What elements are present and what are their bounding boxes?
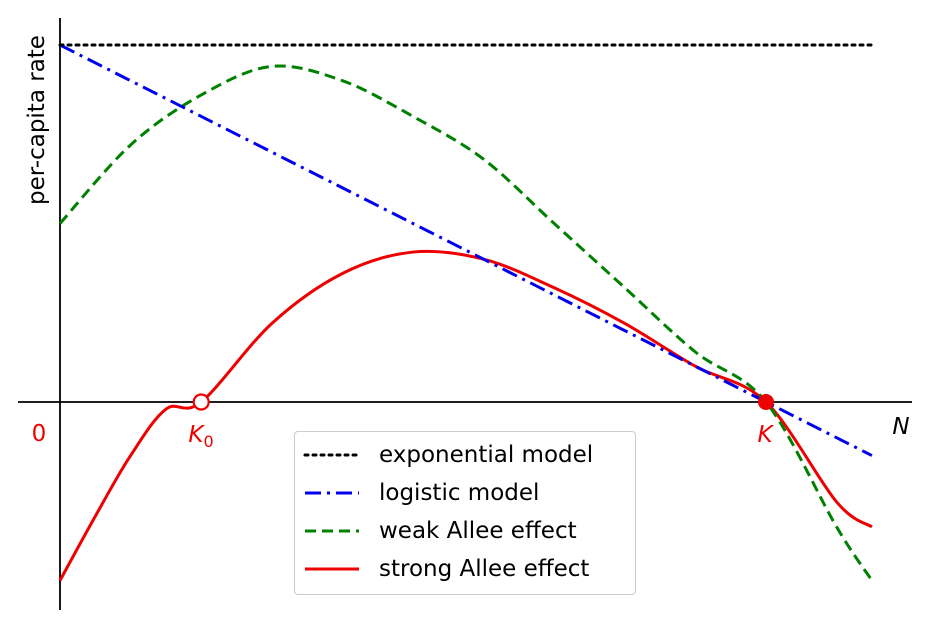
k0-label-sub: 0 <box>203 432 213 451</box>
legend-item-exponential: exponential model <box>295 436 635 472</box>
legend-item-logistic: logistic model <box>295 474 635 510</box>
origin-label: 0 <box>32 421 47 447</box>
k0-label-main: K <box>188 422 205 448</box>
legend-item-weak-allee: weak Allee effect <box>295 512 635 548</box>
legend-label-weak-allee: weak Allee effect <box>379 518 577 544</box>
legend-swatch-logistic <box>305 491 359 495</box>
legend-swatch-strong-allee <box>305 567 359 571</box>
k-label: K <box>757 422 774 448</box>
legend-label-strong-allee: strong Allee effect <box>379 556 590 582</box>
series-line-strong-allee-effect <box>58 249 873 582</box>
k0-label: K0 <box>188 422 213 451</box>
legend-swatch-weak-allee <box>305 529 359 533</box>
k-stable-point <box>758 394 774 410</box>
legend-label-logistic: logistic model <box>379 480 540 506</box>
series-layer <box>58 43 874 582</box>
marker-layer <box>192 393 774 411</box>
series-line-weak-allee-effect <box>58 64 874 582</box>
x-axis-label: N <box>892 414 909 440</box>
legend-swatch-exponential <box>303 453 361 457</box>
y-axis-label: per-capita rate <box>24 35 50 205</box>
legend-item-strong-allee: strong Allee effect <box>295 550 635 586</box>
k0-unstable-point <box>192 393 210 411</box>
legend: exponential model logistic model weak Al… <box>294 431 636 595</box>
legend-label-exponential: exponential model <box>379 442 594 468</box>
series-line-logistic-model <box>59 43 873 457</box>
